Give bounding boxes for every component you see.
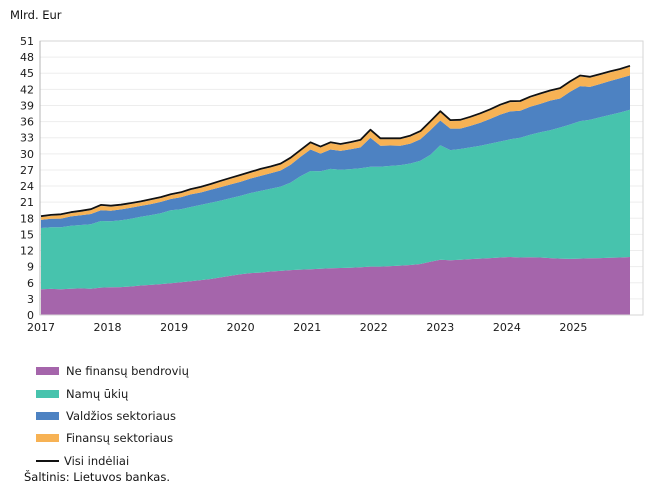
- y-axis-title: Mlrd. Eur: [10, 8, 62, 22]
- total-deposits-line: [40, 64, 631, 218]
- area-series-2-vald-ios-sektoriaus: [41, 75, 630, 229]
- svg-text:2023: 2023: [426, 321, 454, 334]
- legend-item-government: Valdžios sektoriaus: [36, 405, 189, 427]
- svg-text:2020: 2020: [227, 321, 255, 334]
- svg-text:9: 9: [27, 261, 34, 274]
- chart-legend: Ne finansų bendrovių Namų ūkių Valdžios …: [36, 360, 189, 472]
- svg-text:45: 45: [20, 67, 34, 80]
- svg-text:24: 24: [20, 180, 34, 193]
- svg-text:36: 36: [20, 116, 34, 129]
- households-area-swatch-icon: [36, 389, 59, 398]
- svg-text:2018: 2018: [94, 321, 122, 334]
- svg-text:2024: 2024: [493, 321, 521, 334]
- legend-item-total: Visi indėliai: [36, 450, 189, 472]
- total-line-swatch-icon: [36, 459, 59, 462]
- deposits-stacked-area-chart: 0 3 6 9 12 15 18 21 24 27 30 33 36 39 42 45 48 51 2017 2018…: [20, 35, 644, 334]
- svg-text:48: 48: [20, 51, 34, 64]
- x-axis-labels: 2017 2018 2019 2020 2021 2022 2023 2024 2025: [27, 321, 587, 334]
- svg-text:51: 51: [20, 35, 34, 48]
- svg-text:18: 18: [20, 212, 34, 225]
- svg-text:0: 0: [27, 309, 34, 322]
- svg-text:3: 3: [27, 293, 34, 306]
- svg-text:21: 21: [20, 196, 34, 209]
- legend-label: Ne finansų bendrovių: [66, 364, 189, 379]
- nfc-area-swatch-icon: [36, 367, 59, 376]
- svg-text:2019: 2019: [160, 321, 188, 334]
- svg-text:42: 42: [20, 83, 34, 96]
- financial-area-swatch-icon: [36, 434, 59, 443]
- area-series-1-nam-ki-: [41, 109, 630, 290]
- svg-text:2017: 2017: [27, 321, 55, 334]
- source-note: Šaltinis: Lietuvos bankas.: [24, 470, 171, 484]
- svg-text:27: 27: [20, 164, 34, 177]
- svg-text:39: 39: [20, 99, 34, 112]
- legend-label: Namų ūkių: [66, 386, 129, 401]
- svg-text:15: 15: [20, 228, 34, 241]
- svg-text:2022: 2022: [360, 321, 388, 334]
- legend-item-households: Namų ūkių: [36, 382, 189, 404]
- legend-label: Visi indėliai: [64, 453, 130, 468]
- svg-text:2021: 2021: [293, 321, 321, 334]
- svg-text:12: 12: [20, 245, 34, 258]
- area-series-3-finans-sektoriaus: [41, 66, 630, 220]
- svg-text:33: 33: [20, 132, 34, 145]
- area-series-0-ne-finans-bendrovi-: [41, 257, 630, 315]
- svg-text:30: 30: [20, 148, 34, 161]
- legend-label: Finansų sektoriaus: [66, 431, 174, 446]
- svg-text:2025: 2025: [559, 321, 587, 334]
- government-area-swatch-icon: [36, 411, 59, 420]
- svg-text:6: 6: [27, 277, 34, 290]
- legend-item-financial: Finansų sektoriaus: [36, 427, 189, 449]
- legend-item-nfc: Ne finansų bendrovių: [36, 360, 189, 382]
- legend-label: Valdžios sektoriaus: [66, 408, 176, 423]
